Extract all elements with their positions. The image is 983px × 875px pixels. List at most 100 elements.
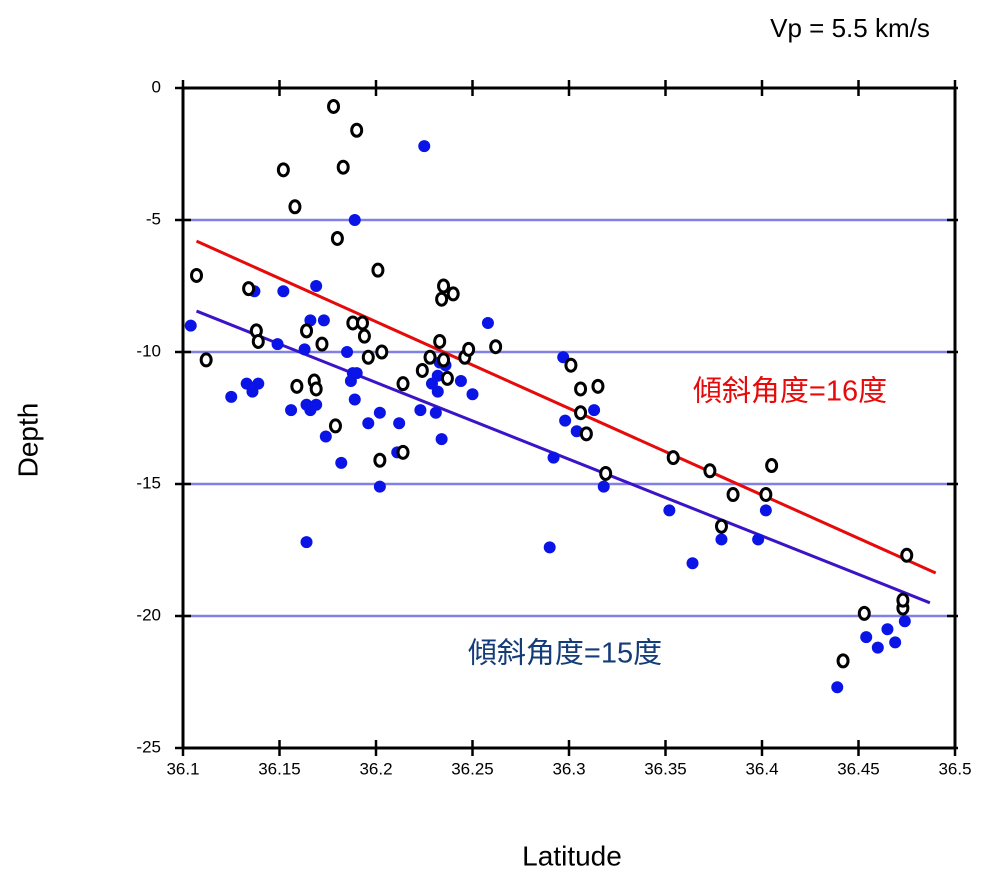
y-tick-label: -15	[136, 473, 161, 492]
fit-line	[195, 239, 937, 575]
open-point	[375, 344, 389, 360]
point	[881, 623, 894, 636]
open-point	[433, 333, 447, 349]
point	[588, 404, 601, 417]
point	[252, 377, 265, 390]
open-point	[435, 291, 449, 307]
plot-frame	[181, 86, 957, 750]
open-point	[489, 339, 503, 355]
x-axis-label: Latitude	[522, 840, 622, 871]
x-tick-label: 36.1	[166, 759, 199, 778]
y-tick-label: -20	[136, 605, 161, 624]
point	[543, 541, 556, 554]
open-point	[355, 315, 369, 331]
open-point	[726, 487, 740, 503]
open-point	[857, 605, 871, 621]
point	[319, 430, 332, 443]
open-point	[437, 352, 451, 368]
open-point	[574, 381, 588, 397]
x-tick-label: 36.2	[359, 759, 392, 778]
point	[889, 636, 902, 649]
x-tick-label: 36.35	[644, 759, 687, 778]
point	[393, 417, 406, 430]
open-point	[330, 230, 344, 246]
open-point	[564, 357, 578, 373]
open-point	[309, 381, 323, 397]
point	[429, 406, 442, 419]
point	[317, 314, 330, 327]
open-point	[836, 653, 850, 669]
point	[350, 367, 363, 380]
point	[570, 425, 583, 438]
x-tick-label: 36.45	[837, 759, 880, 778]
point	[348, 214, 361, 226]
x-tick-label: 36.25	[451, 759, 494, 778]
point	[271, 338, 284, 351]
y-tick-label: -5	[146, 209, 161, 228]
point	[335, 456, 348, 469]
point	[752, 533, 765, 546]
point	[341, 346, 354, 358]
point	[860, 631, 873, 644]
fit-line	[195, 309, 931, 605]
y-axis-label: Depth	[12, 403, 43, 478]
open-point	[591, 378, 605, 394]
open-point	[666, 450, 680, 466]
point	[418, 140, 431, 153]
open-point	[288, 199, 302, 215]
open-point	[462, 341, 476, 357]
point	[435, 433, 448, 446]
x-tick-label: 36.3	[552, 759, 585, 778]
point	[348, 393, 361, 406]
open-point	[315, 336, 329, 352]
open-point	[350, 122, 364, 138]
y-tick-label: -25	[136, 737, 161, 756]
x-tick-label: 36.4	[745, 759, 778, 778]
x-tick-label: 36.15	[258, 759, 301, 778]
open-point	[599, 465, 613, 481]
point	[277, 285, 290, 298]
point	[373, 480, 386, 493]
chart-title: Vp = 5.5 km/s	[770, 13, 930, 43]
open-point	[190, 267, 204, 283]
point	[300, 536, 313, 549]
point	[759, 504, 772, 517]
point	[431, 369, 444, 382]
point	[310, 398, 323, 411]
open-point	[373, 452, 387, 468]
open-point	[437, 278, 451, 294]
open-point	[371, 262, 385, 278]
open-point	[327, 98, 341, 114]
x-tick-label: 36.5	[938, 759, 971, 778]
point	[663, 504, 676, 517]
open-point	[440, 370, 454, 386]
open-point	[900, 547, 914, 563]
point	[898, 615, 911, 628]
open-point	[396, 444, 410, 460]
point	[373, 406, 386, 419]
open-point	[357, 328, 371, 344]
point	[298, 343, 311, 356]
point	[597, 480, 610, 493]
annotation: 傾斜角度=16度	[693, 375, 887, 408]
open-point	[703, 463, 717, 479]
open-point	[251, 333, 265, 349]
point	[481, 316, 494, 329]
y-tick-label: 0	[152, 77, 161, 96]
point	[304, 314, 317, 327]
open-point	[579, 426, 593, 442]
point	[184, 319, 197, 332]
point	[414, 404, 427, 417]
open-point	[199, 352, 213, 368]
point	[715, 533, 728, 546]
open-point	[336, 159, 350, 175]
point	[454, 375, 467, 388]
point	[831, 681, 844, 694]
open-point	[423, 349, 437, 365]
point	[686, 557, 699, 570]
y-tick-label: -10	[136, 341, 161, 360]
open-point	[300, 323, 314, 339]
open-point	[290, 378, 304, 394]
point	[871, 641, 884, 654]
open-point	[415, 362, 429, 378]
